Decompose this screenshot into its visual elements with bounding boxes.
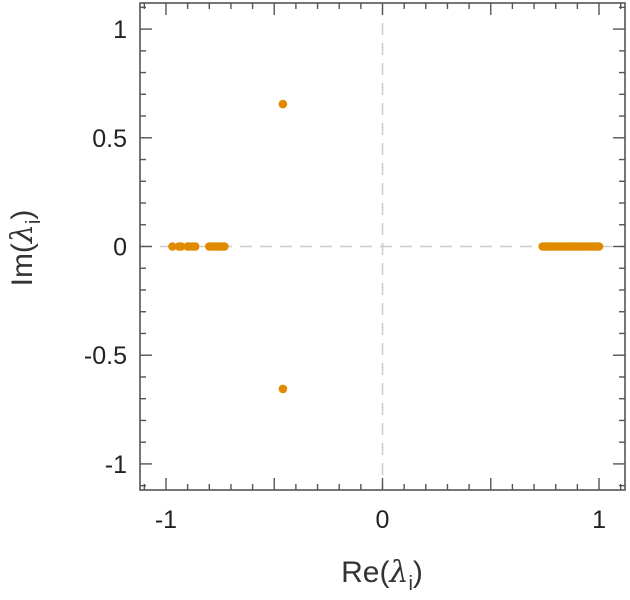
- eigenvalue-point: [220, 242, 229, 251]
- eigenvalue-point: [190, 242, 200, 251]
- y-tick-label: 0.5: [92, 125, 127, 153]
- y-tick-label: 1: [113, 16, 127, 44]
- axis-ticks: [140, 3, 625, 490]
- eigenvalue-point: [168, 242, 177, 251]
- y-tick-label: -0.5: [84, 342, 127, 370]
- eigenvalue-point: [278, 384, 288, 394]
- x-axis-title: Re(λi): [341, 555, 423, 595]
- x-tick-label: 0: [376, 506, 390, 534]
- tick-labels: -1 0 1 1 0.5 0 -0.5 -1: [84, 16, 606, 534]
- data-points: [168, 99, 604, 394]
- y-tick-label: -1: [105, 451, 127, 479]
- y-axis-title: Im(λi): [5, 210, 45, 287]
- x-tick-label: 1: [592, 506, 606, 534]
- eigenvalue-point: [176, 242, 186, 251]
- y-tick-label: 0: [113, 234, 127, 262]
- x-tick-label: -1: [155, 506, 177, 534]
- eigenvalue-point: [278, 99, 288, 109]
- eigenvalue-point: [594, 242, 604, 251]
